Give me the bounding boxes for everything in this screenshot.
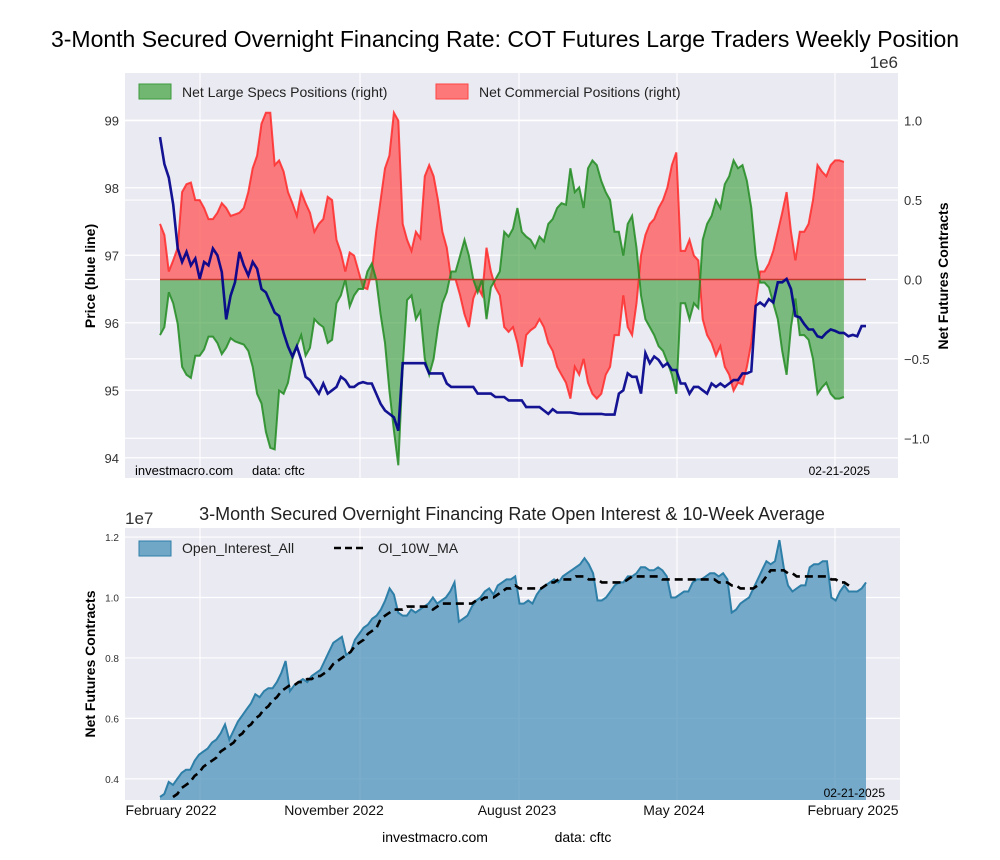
bottom-x-tick-label: November 2022 [284, 802, 384, 818]
bottom-x-tick-label: May 2024 [643, 802, 705, 818]
bottom-watermark-site: investmacro.com [382, 829, 488, 845]
left-axis-ticks: 94 95 96 97 98 99 [105, 113, 119, 466]
left-tick-label: 98 [105, 181, 119, 196]
right-tick-label: −1.0 [904, 431, 930, 446]
open-interest-area-group [159, 539, 867, 800]
legend-swatch-open-interest [138, 540, 172, 557]
price-line [158, 136, 866, 432]
legend-swatch-specs [138, 83, 172, 100]
bottom-x-tick-label: February 2025 [807, 802, 898, 818]
ma-line-group [172, 569, 854, 799]
right-axis-ticks: −1.0 −0.5 0.0 0.5 1.0 [904, 114, 930, 447]
right-tick-label: −0.5 [904, 352, 930, 367]
open-interest-line [159, 539, 867, 798]
right-axis-offset-label: 1e6 [870, 53, 898, 72]
bottom-x-tick-label: February 2022 [125, 802, 216, 818]
specs-area-group [159, 157, 845, 466]
ma-line [172, 569, 854, 799]
legend-label-specs: Net Large Specs Positions (right) [182, 84, 387, 100]
legend-label-open-interest: Open_Interest_All [182, 540, 294, 556]
bottom-watermark-source: data: cftc [555, 829, 612, 845]
legend-label-ma: OI_10W_MA [378, 540, 459, 556]
bottom-legend: Open_Interest_All OI_10W_MA [138, 540, 459, 557]
commercial-area-group [159, 109, 845, 401]
open-interest-area [160, 540, 866, 800]
legend-swatch-commercial [435, 83, 469, 100]
right-tick-label: 1.0 [904, 114, 922, 129]
bottom-y-tick-label: 1.2 [105, 533, 119, 544]
left-tick-label: 94 [105, 451, 119, 466]
bottom-y-tick-label: 0.4 [105, 775, 119, 786]
top-watermark-source: data: cftc [252, 463, 305, 478]
specs-line [159, 157, 845, 466]
left-tick-label: 95 [105, 383, 119, 398]
top-chart-title: 3-Month Secured Overnight Financing Rate… [51, 26, 959, 52]
left-tick-label: 99 [105, 113, 119, 128]
top-watermark-site: investmacro.com [135, 463, 233, 478]
left-tick-label: 96 [105, 316, 119, 331]
top-date-label: 02-21-2025 [809, 464, 871, 478]
bottom-x-ticks: February 2022 November 2022 August 2023 May… [125, 802, 898, 818]
bottom-y-tick-label: 0.6 [105, 714, 119, 725]
left-axis-label: Price (blue line) [82, 224, 98, 328]
bottom-x-tick-label: August 2023 [478, 802, 557, 818]
price-line-group [158, 136, 866, 432]
commercial-line [159, 109, 845, 401]
right-axis-label: Net Futures Contracts [935, 202, 951, 349]
bottom-date-label: 02-21-2025 [824, 786, 886, 800]
bottom-offset-label: 1e7 [125, 509, 153, 528]
top-legend: Net Large Specs Positions (right) Net Co… [138, 83, 681, 100]
right-tick-label: 0.5 [904, 193, 922, 208]
legend-label-commercial: Net Commercial Positions (right) [479, 84, 681, 100]
right-tick-label: 0.0 [904, 272, 922, 287]
left-tick-label: 97 [105, 248, 119, 263]
bottom-y-tick-label: 0.8 [105, 654, 119, 665]
specs-area [160, 160, 844, 466]
bottom-chart-title: 3-Month Secured Overnight Financing Rate… [199, 504, 825, 524]
commercial-area [160, 112, 844, 399]
bottom-y-ticks: 0.4 0.6 0.8 1.0 1.2 [105, 533, 119, 786]
bottom-y-label: Net Futures Contracts [82, 590, 98, 737]
bottom-y-tick-label: 1.0 [105, 594, 119, 605]
